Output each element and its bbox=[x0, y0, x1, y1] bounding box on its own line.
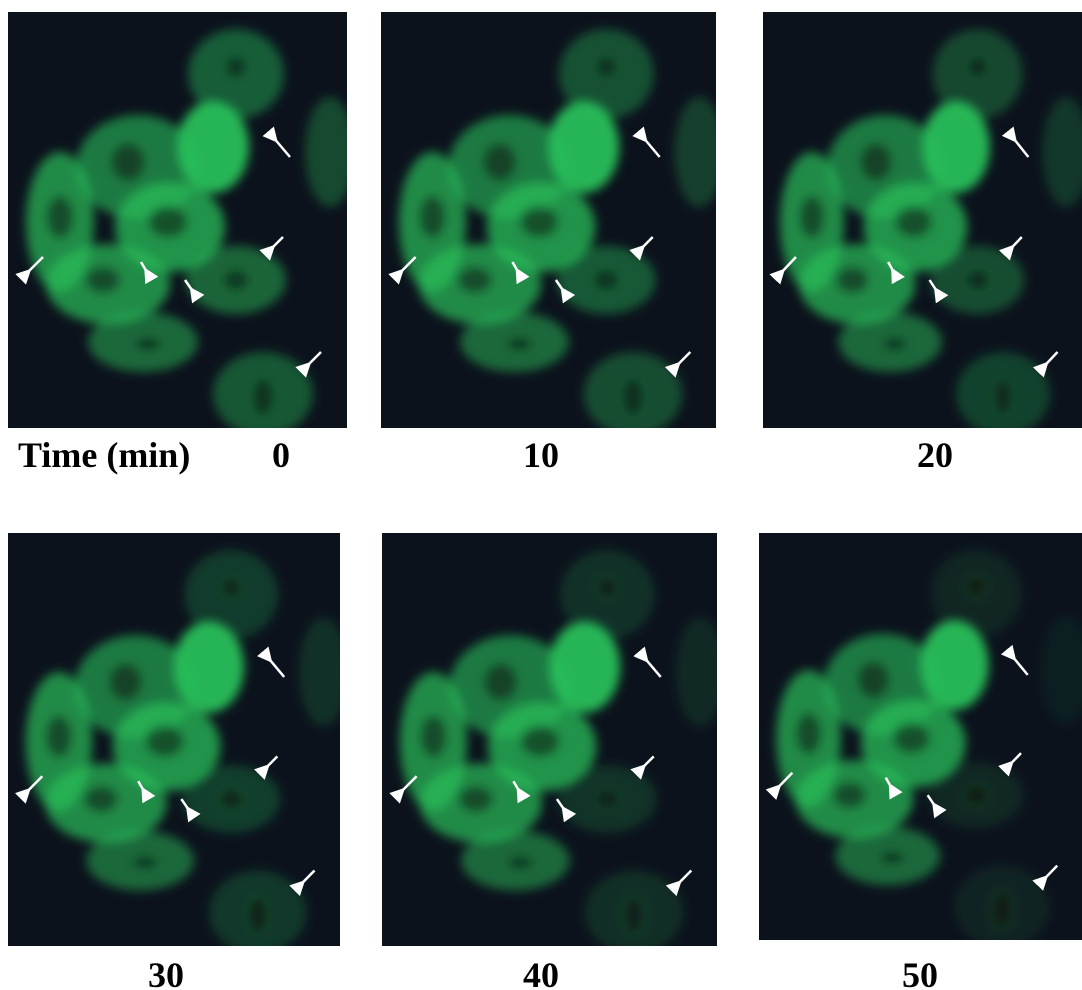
micrograph bbox=[381, 12, 716, 428]
nucleus bbox=[222, 268, 250, 292]
nucleus bbox=[108, 662, 143, 702]
nucleus bbox=[622, 895, 646, 935]
nucleus bbox=[251, 377, 275, 417]
micrograph bbox=[759, 533, 1082, 940]
nucleus bbox=[110, 142, 146, 182]
panel-label: 0 bbox=[272, 435, 290, 475]
nucleus bbox=[46, 195, 74, 239]
micrograph bbox=[763, 12, 1082, 428]
panel-label: 50 bbox=[902, 955, 938, 990]
nucleus bbox=[966, 55, 989, 79]
nucleus bbox=[224, 55, 248, 79]
nucleus bbox=[882, 336, 908, 352]
nucleus bbox=[420, 715, 448, 759]
nucleus bbox=[991, 890, 1014, 929]
nucleus bbox=[799, 195, 825, 239]
nucleus bbox=[593, 787, 621, 811]
nucleus bbox=[483, 662, 519, 702]
nucleus bbox=[83, 785, 118, 813]
micrograph bbox=[382, 533, 717, 946]
panel-label: 40 bbox=[523, 955, 559, 990]
nucleus bbox=[148, 206, 188, 238]
nucleus bbox=[832, 782, 866, 809]
nucleus bbox=[592, 268, 620, 292]
nucleus bbox=[595, 576, 619, 600]
nucleus bbox=[246, 895, 270, 935]
nucleus bbox=[458, 785, 494, 813]
nucleus bbox=[795, 712, 822, 755]
micrograph bbox=[8, 12, 347, 428]
nucleus bbox=[145, 726, 184, 758]
nucleus bbox=[482, 142, 518, 182]
nucleus bbox=[835, 266, 869, 294]
nucleus bbox=[964, 268, 990, 292]
nucleus bbox=[220, 576, 244, 600]
nucleus bbox=[419, 195, 447, 239]
nucleus bbox=[594, 55, 618, 79]
nucleus bbox=[992, 377, 1015, 417]
nucleus bbox=[520, 726, 560, 758]
nucleus bbox=[457, 266, 493, 294]
nucleus bbox=[507, 855, 535, 871]
nucleus bbox=[892, 723, 930, 754]
axis-label: Time (min) bbox=[18, 435, 190, 475]
panel-label: 20 bbox=[917, 435, 953, 475]
nucleus bbox=[506, 336, 534, 352]
figure: Time (min) 0 10 20 30 40 50 bbox=[0, 0, 1082, 990]
nucleus bbox=[965, 575, 988, 598]
nucleus bbox=[963, 783, 990, 806]
nucleus bbox=[879, 850, 906, 866]
nucleus bbox=[895, 206, 933, 238]
nucleus bbox=[218, 787, 245, 811]
nucleus bbox=[621, 377, 645, 417]
nucleus bbox=[134, 336, 162, 352]
nucleus bbox=[45, 715, 72, 759]
nucleus bbox=[519, 206, 559, 238]
nucleus bbox=[85, 266, 121, 294]
panel-label: 30 bbox=[148, 955, 184, 990]
nucleus bbox=[859, 142, 893, 182]
micrograph bbox=[8, 533, 340, 946]
panel-label: 10 bbox=[523, 435, 559, 475]
nucleus bbox=[131, 855, 158, 871]
nucleus bbox=[856, 660, 890, 699]
